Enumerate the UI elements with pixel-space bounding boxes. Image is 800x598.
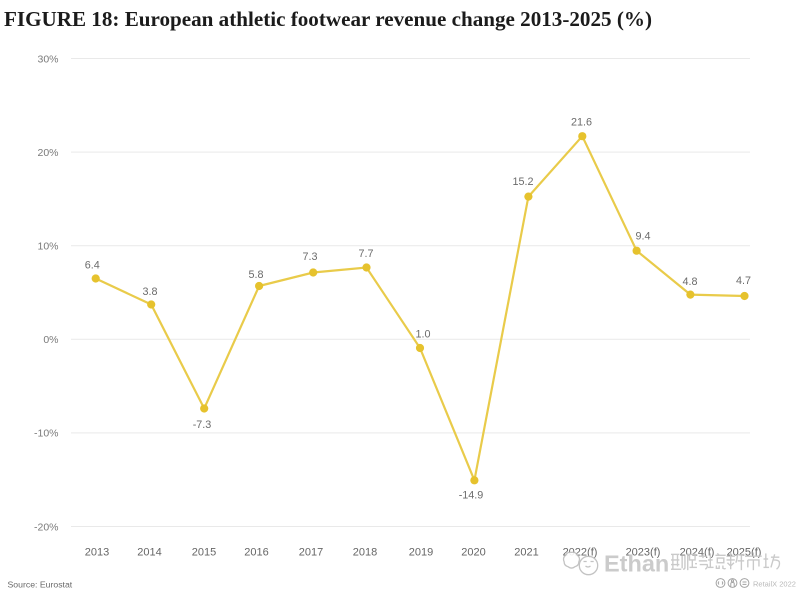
svg-text:15.2: 15.2 [512,176,533,188]
svg-text:5.8: 5.8 [248,269,263,281]
svg-text:2015: 2015 [192,547,216,559]
svg-text:-20%: -20% [34,521,59,533]
svg-text:7.3: 7.3 [302,251,317,263]
svg-text:2021: 2021 [514,547,538,559]
svg-text:2017: 2017 [299,547,323,559]
svg-text:3.8: 3.8 [142,286,157,298]
svg-text:30%: 30% [37,53,58,65]
svg-text:2025(f): 2025(f) [727,547,762,559]
svg-text:Source: Eurostat: Source: Eurostat [8,579,73,589]
svg-text:10%: 10% [37,241,58,253]
svg-text:-14.9: -14.9 [459,490,484,502]
svg-text:Ethan: Ethan [604,551,669,577]
svg-text:4.7: 4.7 [736,275,751,287]
svg-text:4.8: 4.8 [682,276,697,288]
svg-text:2014: 2014 [137,547,161,559]
svg-text:6.4: 6.4 [85,260,100,272]
svg-text:-7.3: -7.3 [193,419,212,431]
svg-text:2018: 2018 [353,547,377,559]
svg-text:9.4: 9.4 [635,231,650,243]
svg-text:-10%: -10% [34,428,59,440]
svg-text:7.7: 7.7 [358,248,373,260]
svg-text:2013: 2013 [85,547,109,559]
svg-text:20%: 20% [37,147,58,159]
svg-text:2020: 2020 [461,547,485,559]
svg-text:21.6: 21.6 [571,117,592,129]
svg-text:2016: 2016 [244,547,268,559]
svg-text:RetailX 2022: RetailX 2022 [753,580,796,589]
svg-text:FIGURE 18: European athletic f: FIGURE 18: European athletic footwear re… [4,7,652,31]
svg-text:2019: 2019 [409,547,433,559]
svg-text:2023(f): 2023(f) [626,547,661,559]
svg-text:0%: 0% [43,334,58,346]
svg-text:1.0: 1.0 [415,329,430,341]
